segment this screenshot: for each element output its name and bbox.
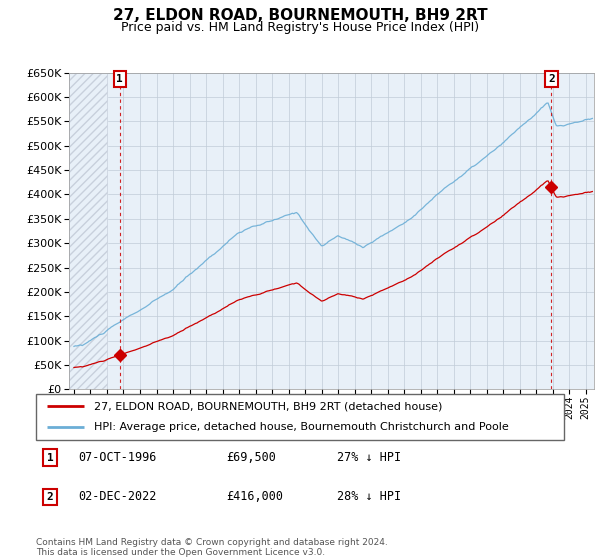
Text: 1: 1: [47, 453, 53, 463]
Text: HPI: Average price, detached house, Bournemouth Christchurch and Poole: HPI: Average price, detached house, Bour…: [94, 422, 509, 432]
Text: 02-DEC-2022: 02-DEC-2022: [78, 491, 157, 503]
Text: £69,500: £69,500: [226, 451, 276, 464]
Text: 28% ↓ HPI: 28% ↓ HPI: [337, 491, 401, 503]
Text: 27, ELDON ROAD, BOURNEMOUTH, BH9 2RT: 27, ELDON ROAD, BOURNEMOUTH, BH9 2RT: [113, 8, 487, 24]
Text: Contains HM Land Registry data © Crown copyright and database right 2024.
This d: Contains HM Land Registry data © Crown c…: [36, 538, 388, 557]
Text: Price paid vs. HM Land Registry's House Price Index (HPI): Price paid vs. HM Land Registry's House …: [121, 21, 479, 34]
Text: £416,000: £416,000: [226, 491, 283, 503]
FancyBboxPatch shape: [36, 394, 564, 440]
Text: 07-OCT-1996: 07-OCT-1996: [78, 451, 157, 464]
Text: 2: 2: [548, 74, 555, 84]
Text: 1: 1: [116, 74, 123, 84]
Text: 27% ↓ HPI: 27% ↓ HPI: [337, 451, 401, 464]
Text: 27, ELDON ROAD, BOURNEMOUTH, BH9 2RT (detached house): 27, ELDON ROAD, BOURNEMOUTH, BH9 2RT (de…: [94, 401, 442, 411]
Bar: [69, 73, 107, 389]
Text: 2: 2: [47, 492, 53, 502]
Bar: [69, 73, 107, 389]
